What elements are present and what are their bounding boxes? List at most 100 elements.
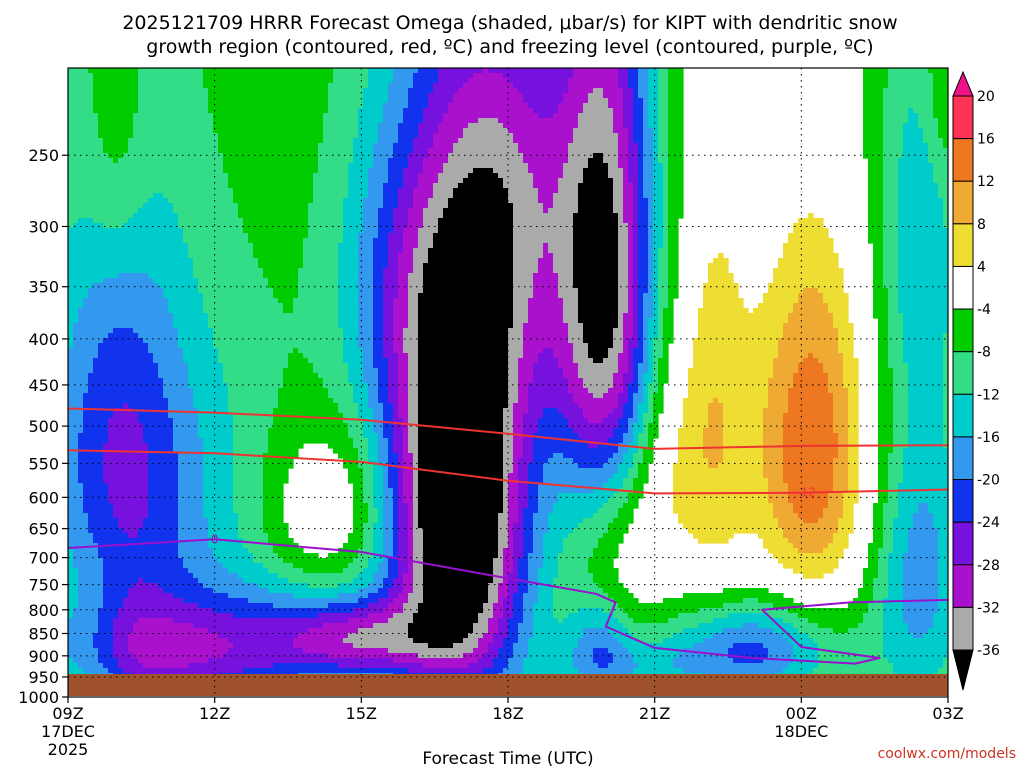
omega-cell	[563, 108, 569, 114]
omega-cell	[498, 118, 504, 124]
omega-cell	[918, 88, 924, 94]
omega-cell	[908, 168, 914, 174]
omega-cell	[528, 233, 534, 239]
omega-cell	[203, 238, 209, 244]
omega-cell	[393, 113, 399, 119]
omega-cell	[668, 148, 674, 154]
omega-cell	[268, 208, 274, 214]
omega-cell	[138, 228, 144, 234]
omega-cell	[513, 208, 519, 214]
omega-cell	[203, 158, 209, 164]
omega-cell	[598, 113, 604, 119]
omega-cell	[113, 193, 119, 199]
omega-cell	[178, 223, 184, 229]
omega-cell	[888, 188, 894, 194]
omega-cell	[488, 188, 494, 194]
omega-cell	[438, 138, 444, 144]
omega-cell	[278, 143, 284, 149]
omega-cell	[878, 83, 884, 89]
omega-cell	[318, 173, 324, 179]
omega-cell	[908, 193, 914, 199]
omega-cell	[378, 193, 384, 199]
omega-cell	[248, 218, 254, 224]
omega-cell	[418, 118, 424, 124]
omega-cell	[263, 228, 269, 234]
omega-cell	[238, 183, 244, 189]
omega-cell	[128, 203, 134, 209]
omega-cell	[183, 203, 189, 209]
omega-cell	[923, 163, 929, 169]
omega-cell	[463, 148, 469, 154]
omega-cell	[873, 193, 879, 199]
omega-cell	[143, 123, 149, 129]
omega-cell	[158, 68, 164, 74]
omega-cell	[258, 83, 264, 89]
omega-cell	[343, 198, 349, 204]
omega-cell	[653, 68, 659, 74]
omega-cell	[263, 88, 269, 94]
omega-cell	[263, 213, 269, 219]
omega-cell	[378, 198, 384, 204]
omega-cell	[908, 183, 914, 189]
omega-cell	[478, 123, 484, 129]
omega-cell	[103, 213, 109, 219]
omega-cell	[168, 203, 174, 209]
omega-cell	[668, 218, 674, 224]
omega-cell	[633, 228, 639, 234]
omega-cell	[353, 108, 359, 114]
omega-cell	[498, 158, 504, 164]
omega-cell	[638, 88, 644, 94]
omega-cell	[303, 123, 309, 129]
omega-cell	[383, 193, 389, 199]
omega-cell	[348, 113, 354, 119]
omega-cell	[568, 113, 574, 119]
omega-cell	[328, 123, 334, 129]
omega-cell	[293, 188, 299, 194]
omega-cell	[243, 68, 249, 74]
omega-cell	[93, 188, 99, 194]
omega-cell	[898, 168, 904, 174]
omega-cell	[478, 118, 484, 124]
omega-cell	[263, 113, 269, 119]
omega-cell	[268, 158, 274, 164]
omega-cell	[553, 183, 559, 189]
omega-cell	[178, 128, 184, 134]
omega-cell	[353, 203, 359, 209]
omega-cell	[233, 168, 239, 174]
omega-cell	[108, 178, 114, 184]
omega-cell	[128, 73, 134, 79]
omega-cell	[863, 118, 869, 124]
omega-cell	[378, 128, 384, 134]
omega-cell	[643, 153, 649, 159]
omega-cell	[413, 228, 419, 234]
omega-cell	[903, 163, 909, 169]
omega-cell	[343, 83, 349, 89]
omega-cell	[578, 158, 584, 164]
omega-cell	[903, 113, 909, 119]
omega-cell	[183, 128, 189, 134]
omega-cell	[333, 113, 339, 119]
omega-cell	[78, 218, 84, 224]
omega-cell	[613, 128, 619, 134]
omega-cell	[828, 238, 834, 244]
omega-cell	[78, 168, 84, 174]
omega-cell	[608, 78, 614, 84]
omega-cell	[468, 193, 474, 199]
omega-cell	[198, 243, 204, 249]
omega-cell	[448, 218, 454, 224]
omega-cell	[453, 208, 459, 214]
omega-cell	[618, 158, 624, 164]
omega-cell	[213, 103, 219, 109]
omega-cell	[138, 188, 144, 194]
omega-cell	[463, 108, 469, 114]
omega-cell	[503, 113, 509, 119]
omega-cell	[603, 148, 609, 154]
omega-cell	[553, 98, 559, 104]
omega-cell	[368, 243, 374, 249]
omega-cell	[943, 148, 948, 154]
omega-cell	[498, 113, 504, 119]
omega-cell	[448, 73, 454, 79]
omega-cell	[653, 163, 659, 169]
omega-cell	[503, 223, 509, 229]
omega-cell	[523, 98, 529, 104]
